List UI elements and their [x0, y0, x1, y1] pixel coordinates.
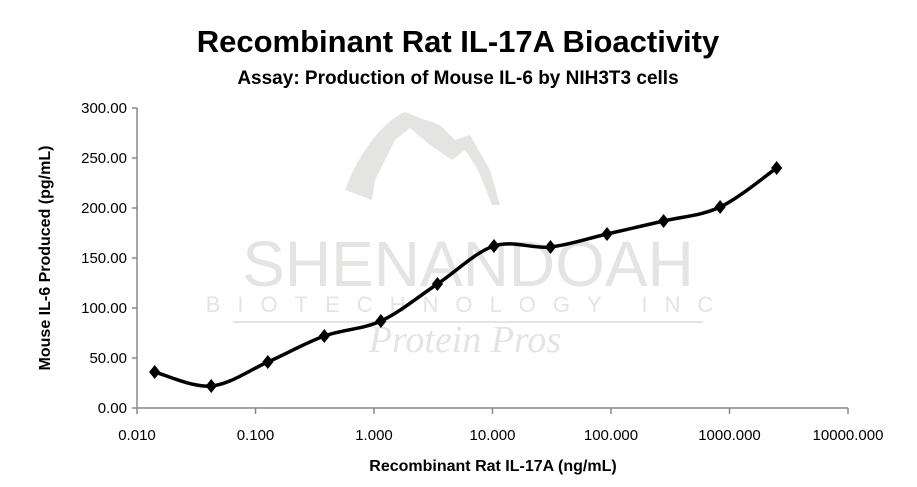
- data-point: [488, 239, 500, 253]
- data-point: [544, 240, 557, 254]
- y-axis-label: Mouse IL-6 Produced (pg/mL): [37, 146, 54, 371]
- y-tick-label: 150.00: [81, 250, 127, 267]
- watermark-tagline: Protein Pros: [368, 319, 561, 361]
- x-tick-label: 0.010: [118, 427, 156, 444]
- watermark: SHENANDOAH BIOTECHNOLOGY INC Protein Pro…: [206, 112, 731, 361]
- x-tick-label: 0.100: [237, 427, 275, 444]
- chart-title: Recombinant Rat IL-17A Bioactivity: [197, 24, 720, 59]
- data-point: [262, 355, 274, 369]
- y-tick-label: 50.00: [89, 350, 127, 367]
- y-tick-label: 100.00: [81, 300, 127, 317]
- chart-subtitle: Assay: Production of Mouse IL-6 by NIH3T…: [237, 68, 678, 89]
- data-point: [375, 314, 387, 328]
- x-tick-label: 10000.000: [813, 427, 884, 444]
- data-point: [601, 227, 613, 241]
- mountain-logo-icon: [345, 112, 500, 205]
- data-point: [318, 329, 330, 343]
- data-point: [205, 379, 217, 393]
- x-tick-label: 10.000: [470, 427, 516, 444]
- x-axis-label: Recombinant Rat IL-17A (ng/mL): [369, 458, 616, 475]
- watermark-text: SHENANDOAH: [242, 228, 694, 300]
- x-tick-label: 1.000: [355, 427, 393, 444]
- x-tick-label: 1000.000: [698, 427, 761, 444]
- x-tick-label: 100.000: [584, 427, 638, 444]
- data-point: [657, 214, 670, 228]
- y-tick-label: 200.00: [81, 200, 127, 217]
- data-point: [771, 161, 783, 175]
- y-tick-label: 0.00: [98, 400, 127, 417]
- y-tick-label: 250.00: [81, 150, 127, 167]
- data-point: [431, 277, 444, 291]
- data-point: [714, 200, 726, 214]
- y-tick-label: 300.00: [81, 100, 127, 117]
- data-point: [149, 365, 161, 379]
- watermark-subtext: BIOTECHNOLOGY INC: [206, 292, 731, 317]
